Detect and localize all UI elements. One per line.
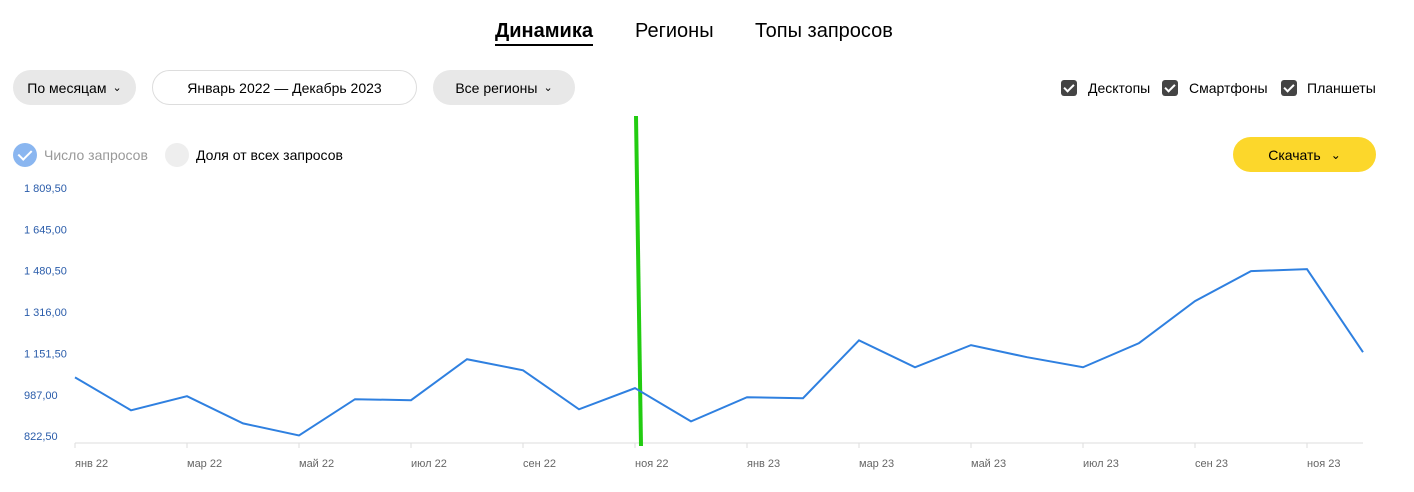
data-line [74,268,1364,437]
checkbox[interactable] [1061,80,1077,96]
y-tick-label: 1 316,00 [24,307,67,319]
checkbox[interactable] [1281,80,1297,96]
y-tick-label: 822,50 [24,431,58,443]
annotation-line [634,115,643,447]
x-tick-label: ноя 22 [635,458,668,470]
period-select[interactable]: По месяцам ⌄ [13,70,136,105]
device-label: Десктопы [1088,80,1151,96]
x-tick-label: янв 22 [75,458,108,470]
x-tick-label: июл 22 [411,458,447,470]
checkbox[interactable] [1162,80,1178,96]
x-tick-label: июл 23 [1083,458,1119,470]
chevron: ⌄ [1330,147,1341,162]
tab-active[interactable]: Динамика [495,20,593,46]
x-tick-label: ноя 23 [1307,458,1340,470]
x-tick-label: янв 23 [747,458,780,470]
mode-label: Доля от всех запросов [196,147,343,163]
device-label: Смартфоны [1189,80,1268,96]
radio[interactable] [165,143,189,167]
tab[interactable]: Регионы [635,20,714,42]
period-label: По месяцам [27,79,107,96]
device-label: Планшеты [1307,80,1376,96]
region-select[interactable]: Все регионы ⌄ [433,70,575,105]
tab[interactable]: Топы запросов [755,20,893,42]
x-tick-label: май 22 [299,458,334,470]
x-tick-label: май 23 [971,458,1006,470]
radio-checked[interactable] [13,143,37,167]
x-tick-label: сен 23 [1195,458,1228,470]
mode-label: Число запросов [44,147,148,163]
tab-label: Динамика [495,20,593,46]
x-tick-label: сен 22 [523,458,556,470]
y-tick-label: 987,00 [24,390,58,402]
x-tick-label: мар 23 [859,458,894,470]
y-tick-label: 1 645,00 [24,224,67,236]
range-select[interactable]: Январь 2022 — Декабрь 2023 [152,70,417,105]
x-tick-label: мар 22 [187,458,222,470]
y-tick-label: 1 480,50 [24,266,67,278]
region-label: Все регионы [455,79,538,96]
y-tick-label: 1 809,50 [24,183,67,195]
download-button[interactable]: Скачать ⌄ [1233,137,1376,172]
chevron: ⌄ [112,82,122,94]
download-label: Скачать [1268,146,1321,163]
y-tick-label: 1 151,50 [24,348,67,360]
chevron: ⌄ [543,82,553,94]
